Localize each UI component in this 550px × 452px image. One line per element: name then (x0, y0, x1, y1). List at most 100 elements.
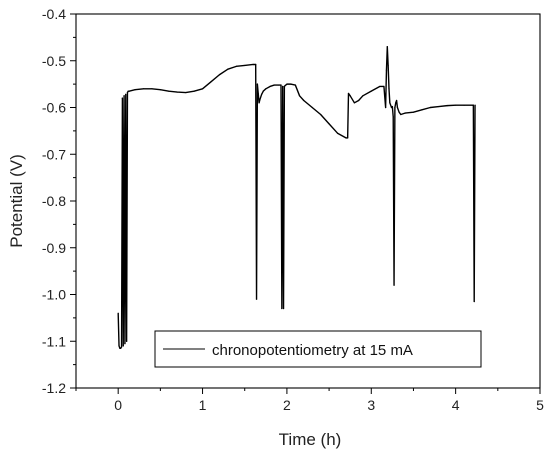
data-point (389, 102, 391, 104)
data-point (311, 106, 313, 109)
data-point (353, 102, 355, 104)
data-point (193, 90, 195, 92)
data-point (256, 83, 258, 85)
data-point (396, 106, 399, 109)
data-point (347, 137, 349, 139)
x-tick-label: 4 (452, 397, 460, 413)
data-point (151, 88, 153, 90)
data-point (244, 64, 246, 67)
data-point (123, 95, 125, 97)
data-point (398, 111, 400, 113)
data-point (383, 85, 385, 88)
series-group (117, 46, 476, 349)
data-point (185, 91, 187, 94)
data-point (387, 64, 389, 67)
y-tick-label: -1.2 (42, 380, 66, 396)
data-point (210, 81, 212, 83)
data-point (463, 104, 465, 106)
y-axis-title: Potential (V) (7, 154, 26, 248)
data-point (142, 88, 145, 90)
data-point (159, 89, 161, 91)
data-point (258, 102, 260, 104)
data-point (393, 284, 395, 286)
data-point (412, 111, 415, 113)
data-point (121, 97, 123, 99)
data-point (265, 88, 267, 90)
data-point (261, 93, 263, 96)
data-point (255, 63, 257, 66)
x-tick-label: 5 (536, 397, 544, 413)
data-point (474, 104, 476, 106)
data-point (370, 90, 372, 92)
data-point (119, 347, 121, 349)
data-point (126, 340, 128, 342)
data-point (385, 106, 387, 109)
data-point (404, 112, 406, 114)
y-tick-label: -1.0 (42, 287, 66, 303)
data-point (391, 105, 393, 108)
data-point (277, 84, 280, 86)
data-point (429, 106, 431, 109)
data-point (280, 84, 282, 86)
data-point (255, 298, 258, 300)
data-point (235, 65, 237, 67)
data-point (421, 109, 423, 111)
data-point (252, 63, 254, 66)
axis-ticks: 0 1 2 3 4 5 -1.2 -1.1 -1.0 -0.9 -0.8 -0.7 -0.6 -0.5 -0… (42, 6, 544, 413)
data-point (126, 91, 129, 94)
data-point (283, 85, 285, 88)
data-point (227, 68, 229, 70)
x-tick-label: 2 (283, 397, 291, 413)
data-point (128, 90, 130, 92)
data-point (446, 105, 448, 107)
data-point (281, 307, 283, 310)
data-point (218, 74, 221, 76)
data-point (262, 90, 264, 92)
data-point (284, 84, 286, 87)
data-point (455, 104, 457, 106)
data-point (438, 105, 440, 108)
data-point (118, 345, 120, 347)
data-point (336, 132, 339, 134)
data-point (134, 89, 136, 91)
data-point (392, 116, 394, 118)
data-point (282, 85, 284, 88)
data-point (328, 123, 330, 125)
x-tick-label: 0 (114, 397, 122, 413)
series-line-0 (117, 46, 476, 349)
y-tick-label: -0.7 (42, 146, 66, 162)
legend-box (154, 330, 482, 368)
data-point (395, 99, 398, 102)
data-point (125, 93, 127, 96)
data-point (347, 92, 350, 95)
data-point (385, 69, 388, 71)
legend: chronopotentiometry at 15 mA (154, 330, 482, 368)
x-tick-label: 1 (199, 397, 207, 413)
data-point (127, 90, 129, 92)
data-point (117, 312, 119, 314)
data-point (120, 346, 123, 348)
data-point (471, 104, 474, 106)
data-point (358, 99, 360, 102)
data-point (473, 300, 475, 303)
data-point (345, 137, 347, 139)
data-point (257, 92, 259, 95)
data-point (269, 85, 271, 88)
data-point (390, 106, 393, 109)
data-point (286, 83, 288, 85)
data-point (122, 345, 124, 347)
data-point (298, 95, 301, 97)
y-tick-label: -0.8 (42, 193, 66, 209)
data-point (388, 88, 390, 90)
data-point (259, 98, 261, 101)
data-point (120, 347, 122, 349)
data-point (379, 85, 381, 88)
data-point (400, 113, 402, 116)
data-point (282, 307, 285, 310)
data-point (395, 102, 397, 104)
x-tick-label: 3 (367, 397, 375, 413)
legend-label: chronopotentiometry at 15 mA (212, 342, 413, 359)
data-point (124, 342, 126, 345)
data-point (320, 113, 322, 116)
